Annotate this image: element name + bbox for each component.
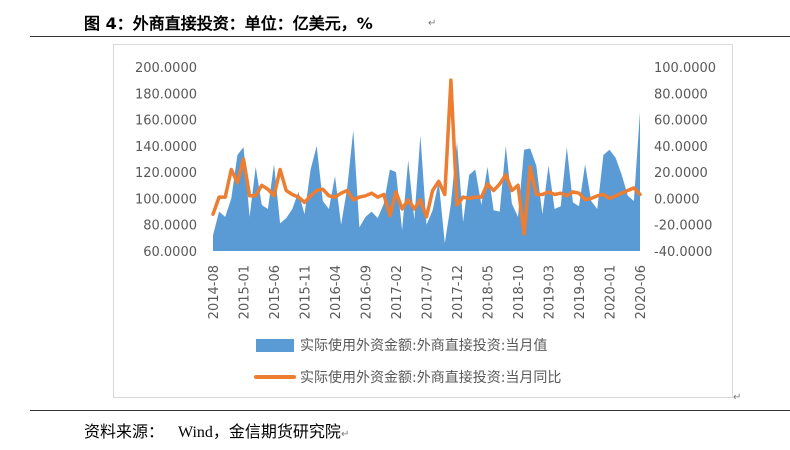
x-axis-tick-label: 2017-12 [451,265,466,319]
x-axis-tick-label: 2016-09 [360,265,375,319]
left-axis-tick-label: 200.0000 [135,61,197,76]
left-axis-tick-label: 60.0000 [143,245,197,260]
x-axis-tick-label: 2014-08 [207,265,222,319]
x-axis-tick-label: 2017-07 [421,265,436,319]
right-axis-tick-label: -20.0000 [654,219,712,234]
left-axis-tick-label: 100.0000 [135,192,197,207]
legend-label-line: 实际使用外资金额:外商直接投资:当月同比 [300,369,561,386]
right-axis-tick-label: 40.0000 [654,140,708,155]
source-text: Wind，金信期货研究院 [178,424,341,441]
line-series-yoy [211,78,642,236]
left-axis-tick-label: 180.0000 [135,87,197,102]
right-axis-tick-label: 80.0000 [654,87,708,102]
chart-svg: 200.0000 180.0000 160.0000 140.0000 120.0000… [135,61,716,386]
x-axis-tick-label: 2015-06 [268,265,283,319]
x-axis-tick-label: 2018-05 [482,265,497,319]
x-axis-tick-label: 2019-03 [543,265,558,319]
x-axis-tick-label: 2020-06 [634,265,649,319]
chart-panel: 200.0000 180.0000 160.0000 140.0000 120.0000… [113,44,733,398]
x-axis-tick-label: 2016-04 [329,265,344,319]
x-axis-tick-label: 2015-01 [238,265,253,319]
x-axis-tick-label: 2017-02 [390,265,405,319]
legend-label-area: 实际使用外资金额:外商直接投资:当月值 [300,337,547,354]
left-axis-tick-label: 120.0000 [135,166,197,181]
right-axis-tick-label: 20.0000 [654,166,708,181]
x-axis-tick-label: 2020-01 [604,265,619,319]
x-axis-tick-label: 2018-10 [512,265,527,319]
x-axis-tick-label: 2015-11 [299,265,314,319]
area-series-monthly-value [213,111,640,251]
x-axis-tick-label: 2019-08 [573,265,588,319]
source-note: 资料来源： Wind，金信期货研究院↵ [84,418,349,442]
pilcrow-mark: ↵ [428,18,437,29]
pilcrow-mark: ↵ [340,429,350,440]
right-axis-tick-label: 60.0000 [654,114,708,129]
pilcrow-mark: ↵ [733,392,742,403]
legend-swatch-area [256,339,294,352]
right-axis-tick-label: 100.0000 [654,61,716,76]
source-label: 资料来源： [84,422,165,441]
top-divider [30,36,790,37]
right-axis-tick-label: 0.0000 [654,192,700,207]
left-axis-tick-label: 160.0000 [135,114,197,129]
left-axis-tick-label: 80.0000 [143,219,197,234]
left-axis-tick-label: 140.0000 [135,140,197,155]
figure-title: 图 4：外商直接投资：单位：亿美元，% [84,14,373,33]
bottom-divider [30,410,790,411]
right-axis-tick-label: -40.0000 [654,245,712,260]
